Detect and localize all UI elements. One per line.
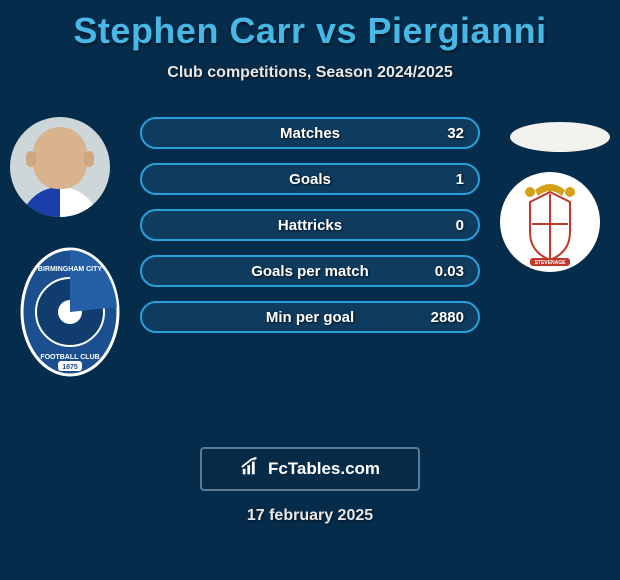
stat-row: Goals 1 xyxy=(140,163,480,195)
club-right-crest: STEVENAGE xyxy=(500,172,600,272)
stat-row: Min per goal 2880 xyxy=(140,301,480,333)
stat-row: Hattricks 0 xyxy=(140,209,480,241)
date-label: 17 february 2025 xyxy=(0,507,620,525)
page-title: Stephen Carr vs Piergianni xyxy=(0,0,620,52)
svg-text:STEVENAGE: STEVENAGE xyxy=(535,260,567,266)
comparison-panel: BIRMINGHAM CITY FOOTBALL CLUB 1875 STEVE… xyxy=(0,117,620,397)
stat-value: 0 xyxy=(456,217,464,234)
stat-value: 1 xyxy=(456,171,464,188)
svg-text:FOOTBALL CLUB: FOOTBALL CLUB xyxy=(40,354,99,361)
stats-list: Matches 32 Goals 1 Hattricks 0 Goals per… xyxy=(140,117,480,347)
player-left-avatar xyxy=(10,117,110,217)
player-right-avatar xyxy=(510,122,610,152)
stat-label: Min per goal xyxy=(266,309,354,326)
stat-label: Goals xyxy=(289,171,331,188)
subtitle: Club competitions, Season 2024/2025 xyxy=(0,64,620,82)
stat-value: 2880 xyxy=(431,309,464,326)
stat-label: Hattricks xyxy=(278,217,342,234)
svg-text:1875: 1875 xyxy=(62,364,78,371)
stat-value: 0.03 xyxy=(435,263,464,280)
svg-text:BIRMINGHAM CITY: BIRMINGHAM CITY xyxy=(38,266,102,273)
stat-label: Matches xyxy=(280,125,340,142)
club-left-crest: BIRMINGHAM CITY FOOTBALL CLUB 1875 xyxy=(20,247,120,377)
brand-logo: FcTables.com xyxy=(200,447,420,491)
stat-row: Goals per match 0.03 xyxy=(140,255,480,287)
stat-row: Matches 32 xyxy=(140,117,480,149)
stat-value: 32 xyxy=(447,125,464,142)
brand-text: FcTables.com xyxy=(268,459,380,479)
stat-label: Goals per match xyxy=(251,263,369,280)
chart-bar-icon xyxy=(240,456,262,483)
